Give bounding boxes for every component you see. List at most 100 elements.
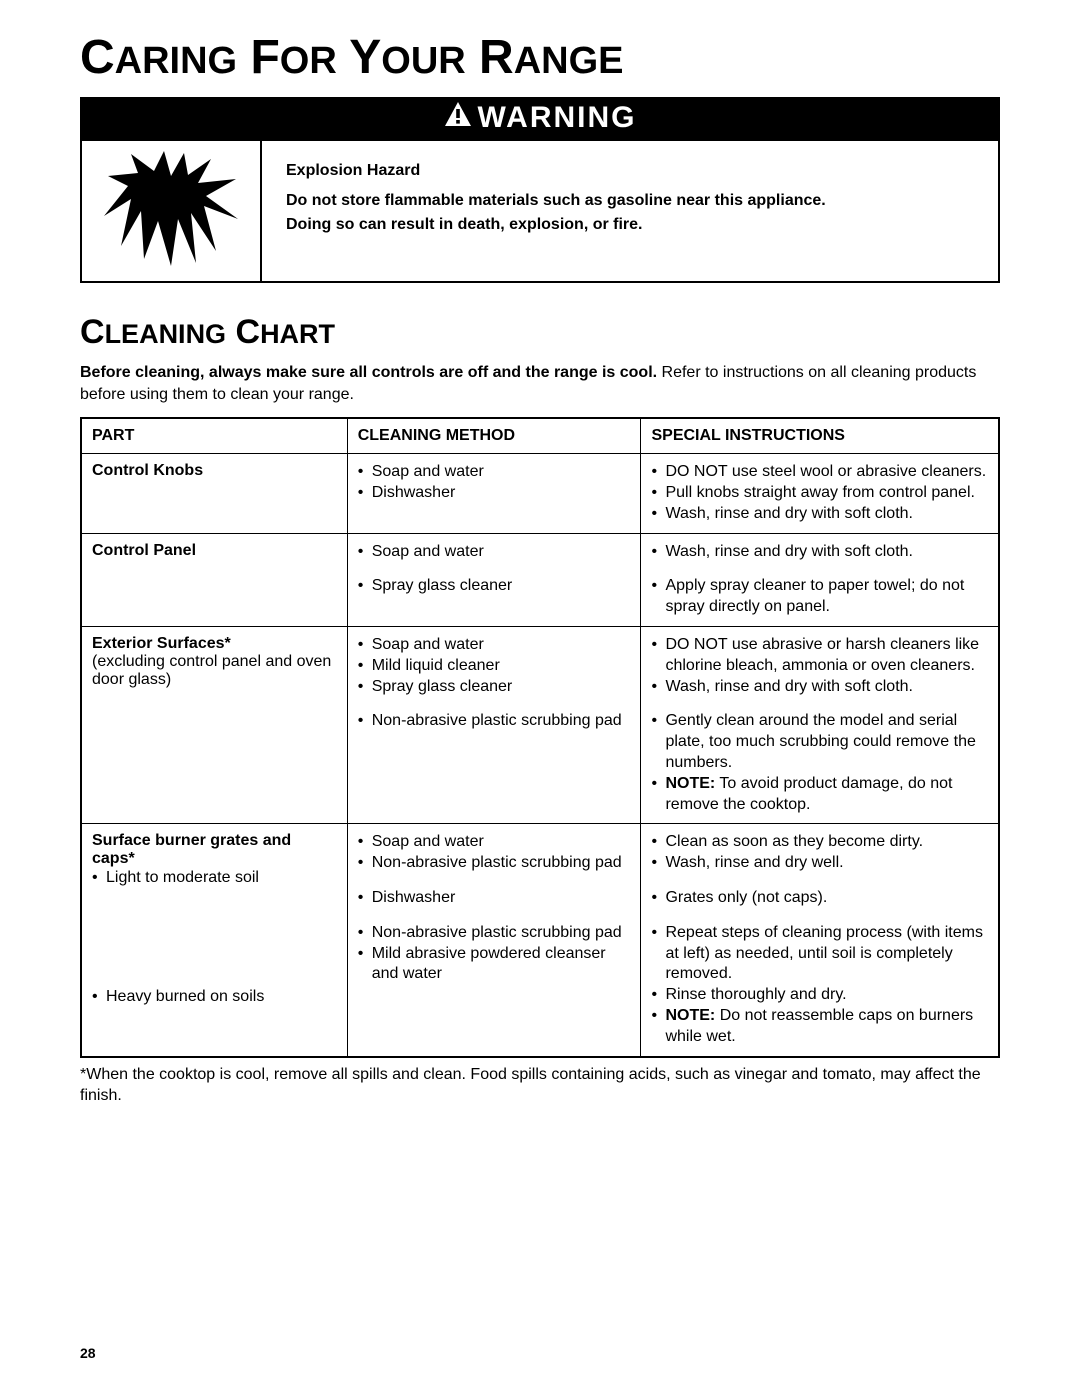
- method-list: Soap and waterMild liquid cleanerSpray g…: [358, 635, 631, 697]
- title-cap: C: [80, 31, 115, 84]
- title-rest: ARING: [115, 40, 237, 82]
- cell-part: Surface burner grates and caps*Light to …: [81, 824, 347, 1057]
- section-cap: C: [80, 313, 105, 351]
- warning-label: WARNING: [478, 101, 637, 135]
- cell-method: Soap and waterMild liquid cleanerSpray g…: [347, 626, 641, 823]
- list-item: Mild abrasive powdered cleanser and wate…: [358, 944, 631, 986]
- warning-box: Explosion Hazard Do not store flammable …: [80, 139, 1000, 283]
- list-item: Light to moderate soil: [92, 868, 337, 889]
- warning-banner: WARNING: [80, 97, 1000, 139]
- table-row: Exterior Surfaces*(excluding control pan…: [81, 626, 999, 823]
- table-row: Surface burner grates and caps*Light to …: [81, 824, 999, 1057]
- method-list: Soap and waterNon-abrasive plastic scrub…: [358, 832, 631, 874]
- list-item: Gently clean around the model and serial…: [651, 711, 988, 773]
- list-item: Mild liquid cleaner: [358, 656, 631, 677]
- instructions-list: DO NOT use steel wool or abrasive cleane…: [651, 462, 988, 524]
- explosion-icon: [96, 151, 246, 271]
- cell-instructions: Clean as soon as they become dirty.Wash,…: [641, 824, 999, 1057]
- method-list: Soap and water: [358, 542, 631, 563]
- list-item: Grates only (not caps).: [651, 888, 988, 909]
- method-list: Dishwasher: [358, 888, 631, 909]
- instructions-list: Repeat steps of cleaning process (with i…: [651, 923, 988, 1048]
- list-item: Non-abrasive plastic scrubbing pad: [358, 923, 631, 944]
- list-item: Repeat steps of cleaning process (with i…: [651, 923, 988, 985]
- col-header-part: PART: [81, 418, 347, 454]
- page-title: CARING FOR YOUR RANGE: [80, 30, 1000, 85]
- instructions-list: Apply spray cleaner to paper towel; do n…: [651, 576, 988, 618]
- section-cap: C: [226, 313, 260, 351]
- list-item: Pull knobs straight away from control pa…: [651, 483, 988, 504]
- instructions-list: Gently clean around the model and serial…: [651, 711, 988, 815]
- list-item: Soap and water: [358, 542, 631, 563]
- list-item: Dishwasher: [358, 888, 631, 909]
- method-list: Soap and waterDishwasher: [358, 462, 631, 504]
- cell-instructions: DO NOT use abrasive or harsh cleaners li…: [641, 626, 999, 823]
- part-sub-list: Light to moderate soil: [92, 868, 337, 889]
- warning-line-2: Doing so can result in death, explosion,…: [286, 213, 974, 237]
- cell-method: Soap and water Spray glass cleaner: [347, 533, 641, 626]
- title-cap: Y: [337, 31, 381, 84]
- cell-method: Soap and waterNon-abrasive plastic scrub…: [347, 824, 641, 1057]
- instructions-list: DO NOT use abrasive or harsh cleaners li…: [651, 635, 988, 697]
- list-item: Heavy burned on soils: [92, 987, 337, 1008]
- section-rest: HART: [260, 319, 335, 349]
- section-title: CLEANING CHART: [80, 313, 1000, 352]
- list-item: Soap and water: [358, 832, 631, 853]
- explosion-icon-cell: [82, 141, 262, 281]
- section-rest: LEANING: [105, 319, 227, 349]
- cleaning-chart-table: PART CLEANING METHOD SPECIAL INSTRUCTION…: [80, 417, 1000, 1057]
- part-title: Exterior Surfaces*: [92, 635, 337, 653]
- list-item: Apply spray cleaner to paper towel; do n…: [651, 576, 988, 618]
- list-item: Dishwasher: [358, 483, 631, 504]
- warning-line-1: Do not store flammable materials such as…: [286, 189, 974, 213]
- part-title: Surface burner grates and caps*: [92, 832, 337, 868]
- list-item: NOTE: Do not reassemble caps on burners …: [651, 1006, 988, 1048]
- list-item: Rinse thoroughly and dry.: [651, 985, 988, 1006]
- cell-part: Exterior Surfaces*(excluding control pan…: [81, 626, 347, 823]
- title-rest: ANGE: [514, 40, 624, 82]
- footnote: *When the cooktop is cool, remove all sp…: [80, 1064, 1000, 1107]
- intro-text: Before cleaning, always make sure all co…: [80, 362, 1000, 405]
- list-item: Wash, rinse and dry with soft cloth.: [651, 677, 988, 698]
- list-item: DO NOT use steel wool or abrasive cleane…: [651, 462, 988, 483]
- title-cap: R: [466, 31, 514, 84]
- part-sub-list: Heavy burned on soils: [92, 987, 337, 1008]
- list-item: NOTE: To avoid product damage, do not re…: [651, 774, 988, 816]
- table-row: Control Panel Soap and water Spray glass c…: [81, 533, 999, 626]
- warning-heading: Explosion Hazard: [286, 159, 974, 183]
- part-subtitle: (excluding control panel and oven door g…: [92, 653, 337, 689]
- col-header-instructions: SPECIAL INSTRUCTIONS: [641, 418, 999, 454]
- table-row: Control Knobs Soap and waterDishwasher DO …: [81, 454, 999, 533]
- list-item: Soap and water: [358, 462, 631, 483]
- method-list: Non-abrasive plastic scrubbing padMild a…: [358, 923, 631, 985]
- warning-triangle-icon: [444, 101, 472, 135]
- instructions-list: Clean as soon as they become dirty.Wash,…: [651, 832, 988, 874]
- part-title: Control Knobs: [92, 462, 337, 480]
- list-item: DO NOT use abrasive or harsh cleaners li…: [651, 635, 988, 677]
- cell-method: Soap and waterDishwasher: [347, 454, 641, 533]
- cell-part: Control Panel: [81, 533, 347, 626]
- title-cap: F: [237, 31, 280, 84]
- instructions-list: Grates only (not caps).: [651, 888, 988, 909]
- title-rest: OUR: [381, 40, 465, 82]
- list-item: Non-abrasive plastic scrubbing pad: [358, 853, 631, 874]
- list-item: Non-abrasive plastic scrubbing pad: [358, 711, 631, 732]
- list-item: Clean as soon as they become dirty.: [651, 832, 988, 853]
- cell-instructions: Wash, rinse and dry with soft cloth. Appl…: [641, 533, 999, 626]
- list-item: Wash, rinse and dry with soft cloth.: [651, 542, 988, 563]
- method-list: Spray glass cleaner: [358, 576, 631, 597]
- intro-bold: Before cleaning, always make sure all co…: [80, 364, 657, 381]
- cell-instructions: DO NOT use steel wool or abrasive cleane…: [641, 454, 999, 533]
- part-title: Control Panel: [92, 542, 337, 560]
- table-header-row: PART CLEANING METHOD SPECIAL INSTRUCTION…: [81, 418, 999, 454]
- list-item: Soap and water: [358, 635, 631, 656]
- list-item: Spray glass cleaner: [358, 677, 631, 698]
- method-list: Non-abrasive plastic scrubbing pad: [358, 711, 631, 732]
- list-item: Spray glass cleaner: [358, 576, 631, 597]
- page-number: 28: [80, 1345, 96, 1361]
- title-rest: OR: [280, 40, 337, 82]
- warning-text: Explosion Hazard Do not store flammable …: [262, 141, 998, 281]
- list-item: Wash, rinse and dry well.: [651, 853, 988, 874]
- col-header-method: CLEANING METHOD: [347, 418, 641, 454]
- cell-part: Control Knobs: [81, 454, 347, 533]
